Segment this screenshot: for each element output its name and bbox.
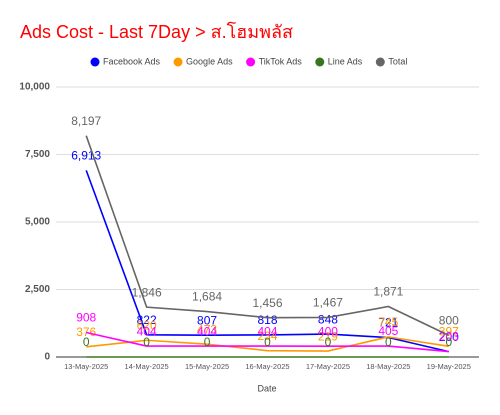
legend-marker bbox=[246, 57, 256, 67]
data-label: 908 bbox=[76, 311, 96, 325]
x-tick-label: 18-May-2025 bbox=[366, 362, 410, 371]
data-label: 404 bbox=[137, 324, 157, 338]
legend-marker bbox=[315, 57, 325, 67]
data-label: 745 bbox=[378, 315, 398, 329]
data-label: 807 bbox=[197, 313, 217, 327]
data-label: 404 bbox=[197, 324, 217, 338]
data-label: 397 bbox=[439, 324, 459, 338]
x-tick-label: 19-May-2025 bbox=[427, 362, 471, 371]
chart-title: Ads Cost - Last 7Day > ส.โฮมพลัส bbox=[20, 21, 293, 42]
data-label: 0 bbox=[204, 335, 211, 349]
x-tick-label: 13-May-2025 bbox=[64, 362, 108, 371]
y-tick-label: 5,000 bbox=[25, 217, 50, 228]
data-label: 0 bbox=[325, 335, 332, 349]
x-tick-label: 14-May-2025 bbox=[125, 362, 169, 371]
data-label: 800 bbox=[439, 314, 459, 328]
data-label: 822 bbox=[137, 313, 157, 327]
legend-marker bbox=[90, 57, 100, 67]
data-label: 404 bbox=[257, 324, 277, 338]
series-line bbox=[85, 135, 450, 337]
data-label: 234 bbox=[257, 329, 277, 343]
data-label: 473 bbox=[197, 322, 217, 336]
legend-marker bbox=[173, 57, 183, 67]
data-label: 1,846 bbox=[132, 285, 162, 299]
x-tick-label: 15-May-2025 bbox=[185, 362, 229, 371]
legend-label: Line Ads bbox=[328, 56, 363, 66]
data-label: 219 bbox=[318, 329, 338, 343]
data-label: 6,913 bbox=[71, 149, 101, 163]
legend-label: Total bbox=[388, 56, 407, 66]
y-tick-label: 2,500 bbox=[25, 284, 50, 295]
data-label: 405 bbox=[378, 324, 398, 338]
x-tick-label: 17-May-2025 bbox=[306, 362, 350, 371]
data-label: 721 bbox=[378, 316, 398, 330]
data-label: 1,684 bbox=[192, 290, 222, 304]
series-line bbox=[86, 336, 449, 352]
x-tick-label: 16-May-2025 bbox=[245, 362, 289, 371]
data-label: 620 bbox=[137, 318, 157, 332]
data-label: 400 bbox=[318, 324, 338, 338]
legend-marker bbox=[375, 57, 385, 67]
data-label: 8,197 bbox=[71, 114, 101, 128]
data-label: 0 bbox=[143, 335, 150, 349]
legend-label: TikTok Ads bbox=[259, 56, 303, 66]
data-label: 1,456 bbox=[252, 296, 282, 310]
series-line bbox=[86, 331, 449, 353]
data-label: 1,871 bbox=[373, 285, 403, 299]
data-label: 0 bbox=[264, 335, 271, 349]
y-tick-label: 0 bbox=[44, 352, 50, 363]
y-tick-label: 10,000 bbox=[19, 82, 50, 93]
y-tick-label: 7,500 bbox=[25, 149, 50, 160]
data-label: 0 bbox=[83, 335, 90, 349]
data-label: 0 bbox=[445, 335, 452, 349]
legend-label: Google Ads bbox=[186, 56, 233, 66]
x-axis-label: Date bbox=[257, 383, 276, 393]
legend-label: Facebook Ads bbox=[103, 56, 161, 66]
data-label: 0 bbox=[385, 335, 392, 349]
data-label: 1,467 bbox=[313, 296, 343, 310]
